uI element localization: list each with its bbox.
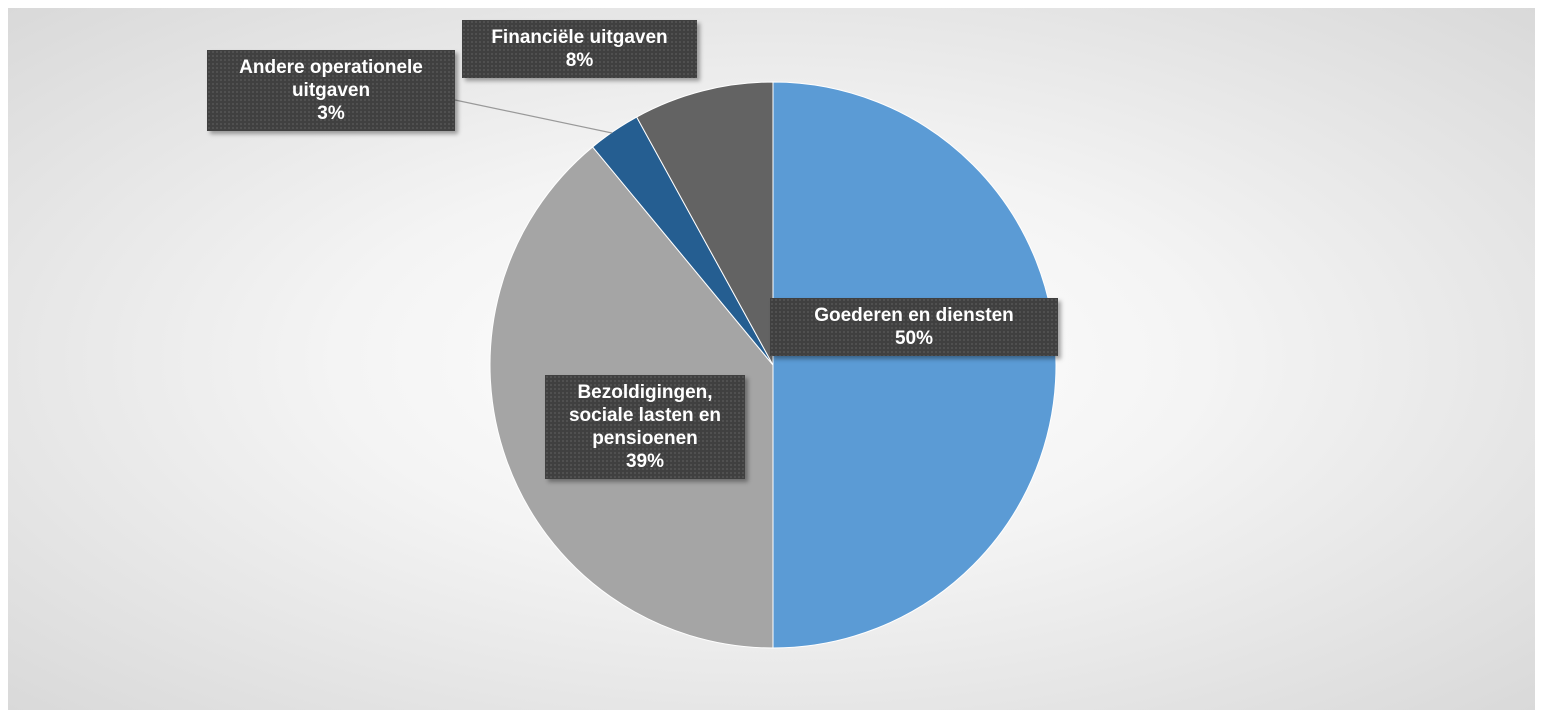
data-label: Andere operationele uitgaven 3%	[207, 50, 455, 131]
category-label: Bezoldigingen, sociale lasten en pensioe…	[568, 382, 722, 449]
value-label: 39%	[625, 451, 665, 472]
pie-slice	[635, 81, 774, 366]
leader-line	[454, 99, 613, 134]
data-label: Goederen en diensten 50%	[770, 298, 1058, 356]
data-label: Financiële uitgaven 8%	[462, 20, 697, 78]
value-label: 8%	[565, 50, 594, 71]
category-label: Goederen en diensten	[814, 305, 1014, 326]
value-label: 3%	[317, 103, 345, 124]
data-label: Bezoldigingen, sociale lasten en pensioe…	[545, 375, 745, 479]
value-label: 50%	[894, 328, 934, 349]
pie-slice	[772, 81, 1057, 649]
category-label: Andere operationele uitgaven	[239, 57, 423, 101]
category-label: Financiële uitgaven	[491, 27, 668, 48]
